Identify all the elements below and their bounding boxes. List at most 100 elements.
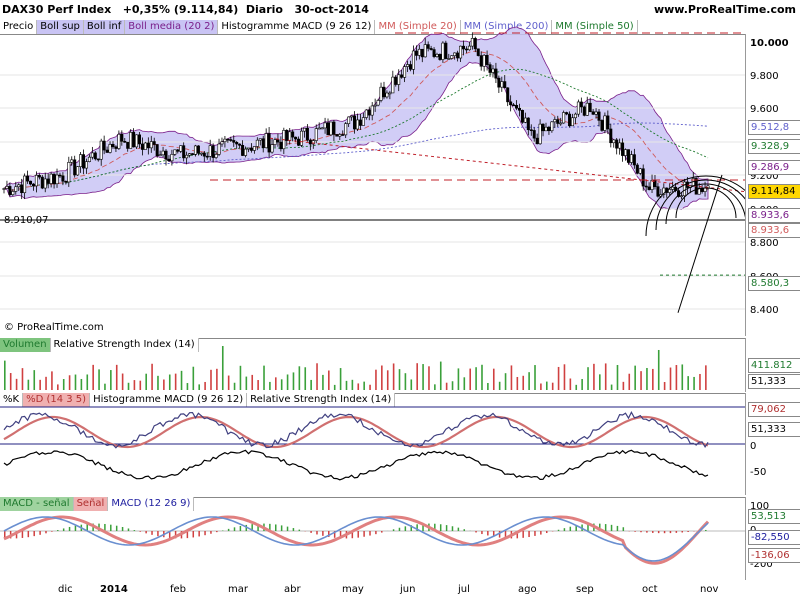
macd-histogram-bar [239,526,242,531]
candle-body [500,81,504,88]
value-badge: 51,333 [748,374,800,389]
value-badge: 79,062 [748,402,800,417]
candle-body [155,144,159,156]
candle-body [8,186,12,195]
macd-histogram-bar [375,531,377,535]
macd-histogram-bar [139,531,141,532]
volume-bar [139,380,142,390]
volume-bar [434,384,436,390]
oscillator-legend-item[interactable]: Relative Strength Index (14) [247,393,396,407]
macd-legend-item[interactable]: MACD (12 26 9) [108,497,195,511]
macd-legend[interactable]: MACD - señal Señal MACD (12 26 9) [0,497,195,511]
candle-body [429,48,433,50]
oscillator-legend[interactable]: %K %D (14 3 5) Histogramme MACD (9 26 12) R… [0,393,396,407]
candle-body [459,45,463,59]
volume-bar [151,363,153,390]
axis-tick-label: -200 [750,559,773,570]
macd-histogram-bar [522,531,524,538]
oscillator-legend-item[interactable]: %D (14 3 5) [23,393,91,407]
oscillator-legend-item[interactable]: Histogramme MACD (9 26 12) [90,393,248,407]
candle-body [137,134,141,145]
candle-body [285,129,289,141]
oscillator-legend-item[interactable]: %K [0,393,24,407]
main-legend-item[interactable]: Precio [0,20,38,34]
main-legend-item[interactable]: Boll media (20 2) [125,20,219,34]
volume-bar [398,369,401,390]
x-axis-label: may [342,584,364,595]
candle-body [679,195,683,198]
price-axis[interactable]: 10.0009.8009.6009.4009.2009.0008.8008.60… [745,34,800,336]
value-badge: 9.512,8 [748,120,800,135]
volume-bar [563,364,566,390]
candle-body [400,74,404,78]
price-panel[interactable] [0,34,745,337]
volume-bar [504,373,507,390]
macd-histogram-bar [687,531,689,532]
candle-body [503,81,507,89]
volume-bar [640,371,642,390]
candle-body [64,180,68,183]
candle-body [662,187,666,195]
fibonacci-arc [665,183,745,224]
main-legend-item[interactable]: Boll sup [37,20,84,34]
candle-body [629,154,633,163]
candle-body [364,109,368,118]
macd-histogram-bar [669,531,672,534]
candle-body [320,127,324,130]
candle-body [367,109,371,116]
volume-axis[interactable]: 411.812 51,333 [745,338,800,392]
main-legend-item[interactable]: MM (Simple 200) [460,20,553,34]
candle-body [544,126,548,132]
main-legend-item[interactable]: MM (Simple 20) [375,20,461,34]
candle-body [270,144,274,153]
x-axis-label: 2014 [100,584,128,595]
volume-bar [610,384,613,390]
main-legend-item[interactable]: Histogramme MACD (9 26 12) [218,20,376,34]
candle-body [264,133,268,149]
macd-histogram-bar [198,531,200,537]
candle-body [647,186,651,190]
volume-bar [257,380,259,390]
main-legend[interactable]: Precio Boll sup Boll inf Boll media (20 2) H… [0,20,638,34]
macd-histogram-bar [57,530,59,531]
volume-bar [416,363,418,390]
volume-legend[interactable]: Volumen Relative Strength Index (14) [0,338,199,352]
macd-histogram-bar [328,531,330,537]
volume-bar [369,384,371,390]
candle-body [697,187,701,195]
macd-histogram-bar [463,529,466,531]
value-badge: -82,550 [748,530,800,545]
macd-legend-item[interactable]: Señal [73,497,109,511]
macd-legend-item[interactable]: MACD - señal [0,497,74,511]
candle-body [644,185,648,188]
candle-body [397,74,401,85]
main-legend-item[interactable]: Boll inf [83,20,126,34]
candle-body [173,149,177,155]
macd-histogram-bar [157,531,159,537]
macd-histogram-bar [280,525,283,531]
volume-bar [333,384,336,390]
chart-canvas[interactable] [0,0,745,580]
candle-body [550,121,554,132]
x-axis-label: oct [642,584,658,595]
candle-body [594,111,598,115]
candle-body [102,140,106,151]
main-legend-item[interactable]: MM (Simple 50) [552,20,638,34]
candle-body [512,104,516,107]
volume-legend-item[interactable]: Volumen [0,338,51,352]
macd-histogram-bar [398,527,401,531]
candle-body [553,119,557,123]
site-url[interactable]: www.ProRealTime.com [653,3,796,16]
x-axis-label: mar [228,584,248,595]
volume-legend-item[interactable]: Relative Strength Index (14) [50,338,199,352]
macd-histogram-bar [292,528,295,531]
volume-bar [92,364,94,390]
candle-body [96,158,100,161]
candle-body [632,154,636,166]
candle-body [576,101,580,115]
candle-body [114,146,118,149]
candle-body [267,133,271,153]
value-badge: 8.933,6 [748,223,800,238]
